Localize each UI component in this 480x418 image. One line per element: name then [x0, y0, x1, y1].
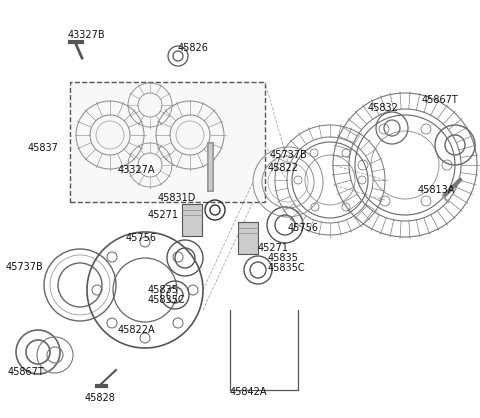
- Text: 45842A: 45842A: [230, 387, 267, 397]
- Text: 45867T: 45867T: [8, 367, 45, 377]
- Text: 45813A: 45813A: [418, 185, 456, 195]
- Text: 45822: 45822: [268, 163, 299, 173]
- Text: 45835: 45835: [268, 253, 299, 263]
- Text: 45756: 45756: [126, 233, 157, 243]
- Text: 45822A: 45822A: [118, 325, 156, 335]
- Text: 45737B: 45737B: [270, 150, 308, 160]
- Text: 45756: 45756: [288, 223, 319, 233]
- Text: 43327B: 43327B: [68, 30, 106, 40]
- Text: 45837: 45837: [28, 143, 59, 153]
- Text: 45271: 45271: [148, 210, 179, 220]
- Text: 45271: 45271: [258, 243, 289, 253]
- Text: 45835C: 45835C: [148, 295, 186, 305]
- Text: 45831D: 45831D: [158, 193, 196, 203]
- Bar: [70, 82, 265, 202]
- Text: 45835: 45835: [148, 285, 179, 295]
- Text: 45832: 45832: [368, 103, 399, 113]
- Bar: [182, 204, 202, 236]
- Text: 45835C: 45835C: [268, 263, 306, 273]
- Text: 43327A: 43327A: [118, 165, 156, 175]
- Text: 45867T: 45867T: [422, 95, 459, 105]
- Text: 45828: 45828: [85, 393, 116, 403]
- Text: 45826: 45826: [178, 43, 209, 53]
- Text: 45737B: 45737B: [6, 262, 44, 272]
- Bar: [238, 222, 258, 254]
